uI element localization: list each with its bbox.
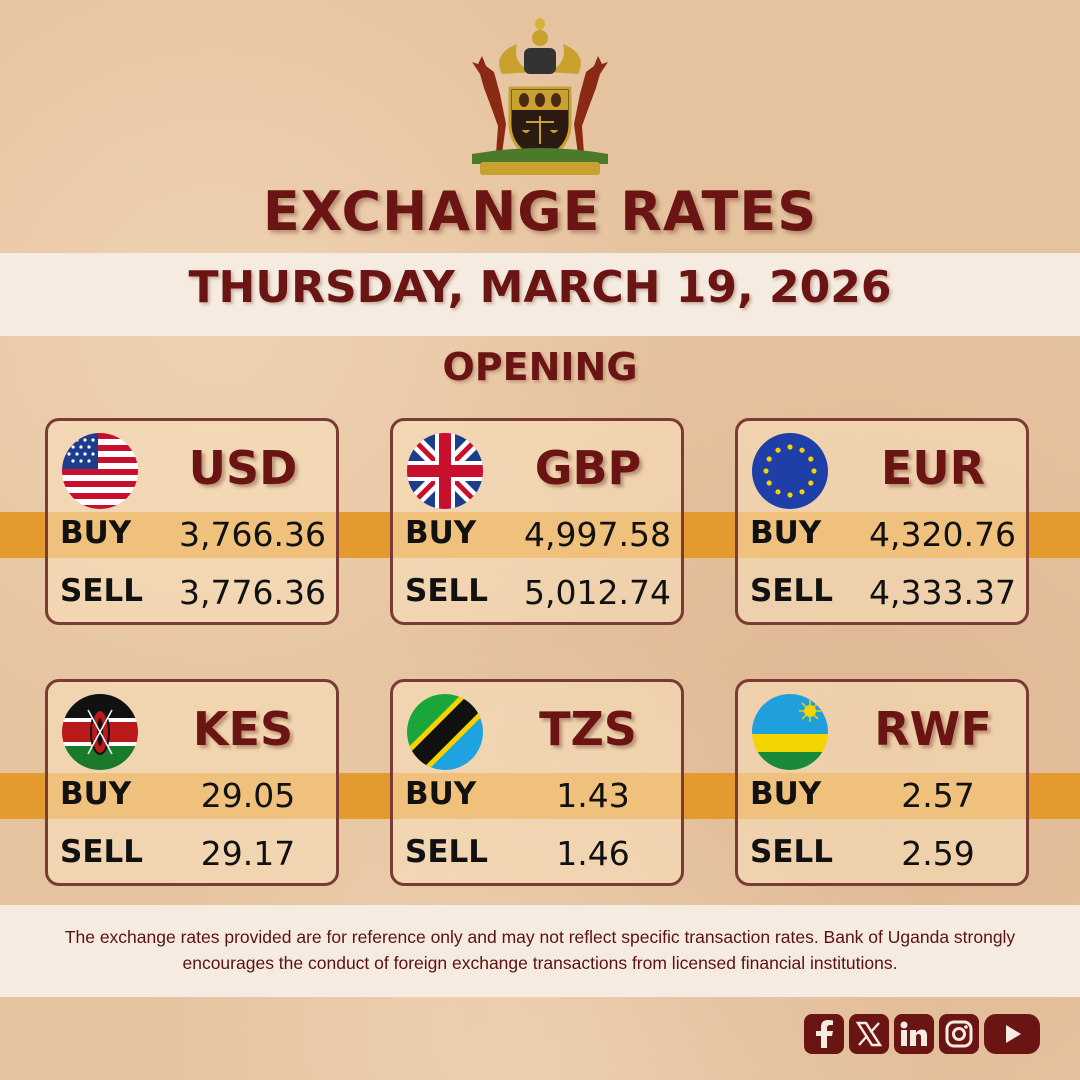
sell-value: 29.17 — [200, 834, 296, 873]
buy-value: 29.05 — [200, 776, 296, 815]
sell-value: 5,012.74 — [524, 573, 671, 612]
currency-code: EUR — [880, 441, 986, 495]
currency-code: GBP — [534, 441, 642, 495]
facebook-icon[interactable] — [804, 1014, 844, 1054]
currency-card-rwf: RWF BUY 2.57 SELL 2.59 — [735, 679, 1029, 886]
buy-label: BUY — [60, 776, 132, 812]
sell-label: SELL — [60, 573, 144, 609]
disclaimer-text: The exchange rates provided are for refe… — [64, 927, 1016, 973]
bank-of-uganda-coat-of-arms — [462, 14, 618, 176]
page-title: EXCHANGE RATES — [262, 180, 818, 243]
date-band — [0, 253, 1080, 336]
currency-card-eur: EUR BUY 4,320.76 SELL 4,333.37 — [735, 418, 1029, 625]
sell-value: 3,776.36 — [179, 573, 326, 612]
sell-label: SELL — [750, 834, 834, 870]
buy-label: BUY — [750, 776, 822, 812]
date-label: THURSDAY, MARCH 19, 2026 — [188, 262, 892, 313]
buy-value: 3,766.36 — [179, 515, 326, 554]
currency-code: RWF — [874, 702, 992, 756]
sell-label: SELL — [60, 834, 144, 870]
sell-value: 1.46 — [556, 834, 630, 873]
buy-label: BUY — [750, 515, 822, 551]
rwanda-flag-icon — [752, 694, 828, 770]
social-links — [804, 1014, 1040, 1054]
currency-card-kes: KES BUY 29.05 SELL 29.17 — [45, 679, 339, 886]
currency-code: KES — [192, 702, 294, 756]
buy-value: 2.57 — [901, 776, 975, 815]
currency-card-gbp: GBP BUY 4,997.58 SELL 5,012.74 — [390, 418, 684, 625]
currency-card-usd: USD BUY 3,766.36 SELL 3,776.36 — [45, 418, 339, 625]
sell-value: 4,333.37 — [869, 573, 1016, 612]
currency-code: USD — [188, 441, 298, 495]
sell-label: SELL — [405, 573, 489, 609]
buy-label: BUY — [405, 776, 477, 812]
instagram-icon[interactable] — [939, 1014, 979, 1054]
youtube-icon[interactable] — [984, 1014, 1040, 1054]
linkedin-icon[interactable] — [894, 1014, 934, 1054]
eu-flag-icon — [752, 433, 828, 509]
uk-flag-icon — [407, 433, 483, 509]
currency-card-tzs: TZS BUY 1.43 SELL 1.46 — [390, 679, 684, 886]
currency-code: TZS — [539, 702, 637, 756]
kenya-flag-icon — [62, 694, 138, 770]
us-flag-icon — [62, 433, 138, 509]
buy-value: 4,320.76 — [869, 515, 1016, 554]
buy-label: BUY — [405, 515, 477, 551]
tanzania-flag-icon — [407, 694, 483, 770]
buy-value: 4,997.58 — [524, 515, 671, 554]
sell-label: SELL — [405, 834, 489, 870]
buy-value: 1.43 — [556, 776, 630, 815]
disclaimer-band — [0, 905, 1080, 997]
x-icon[interactable] — [849, 1014, 889, 1054]
buy-label: BUY — [60, 515, 132, 551]
sell-value: 2.59 — [901, 834, 975, 873]
sell-label: SELL — [750, 573, 834, 609]
session-label: OPENING — [442, 345, 638, 389]
